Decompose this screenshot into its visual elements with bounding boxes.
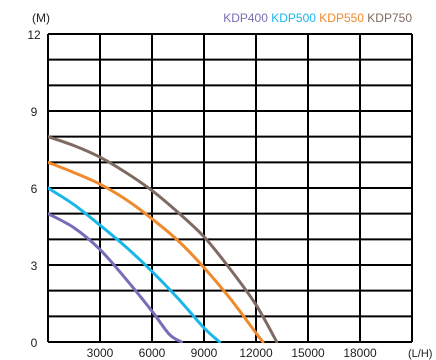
x-tick-label: 6000 [139,346,166,360]
x-axis-label: (L/H) [408,348,432,360]
series-line-KDP400 [48,212,183,343]
grid [47,33,413,343]
performance-curves [48,135,279,343]
legend-item-KDP400: KDP400 [223,11,268,25]
x-tick-label: 9000 [191,346,218,360]
x-tick-label: 3000 [87,346,114,360]
x-tick-label: 12000 [239,346,273,360]
y-tick-label: 9 [31,105,38,119]
axis-ticks: 3000 6000 9000 12000 15000 18000 0 3 6 9 12 [27,28,377,360]
legend-item-KDP550: KDP550 [316,11,364,25]
legend-item-KDP750: KDP750 [364,11,412,25]
y-tick-label: 3 [31,259,38,273]
legend: KDP400 KDP500 KDP550 KDP750 [223,11,412,25]
y-tick-label: 0 [31,336,38,350]
series-line-KDP550 [48,160,265,343]
y-tick-label: 12 [27,28,41,42]
legend-item-KDP500: KDP500 [268,11,316,25]
x-tick-label: 15000 [291,346,325,360]
x-tick-label: 18000 [343,346,377,360]
y-tick-label: 6 [31,182,38,196]
y-axis-label: (M) [32,11,50,25]
series-line-KDP500 [48,186,222,343]
series-line-KDP750 [48,135,279,343]
